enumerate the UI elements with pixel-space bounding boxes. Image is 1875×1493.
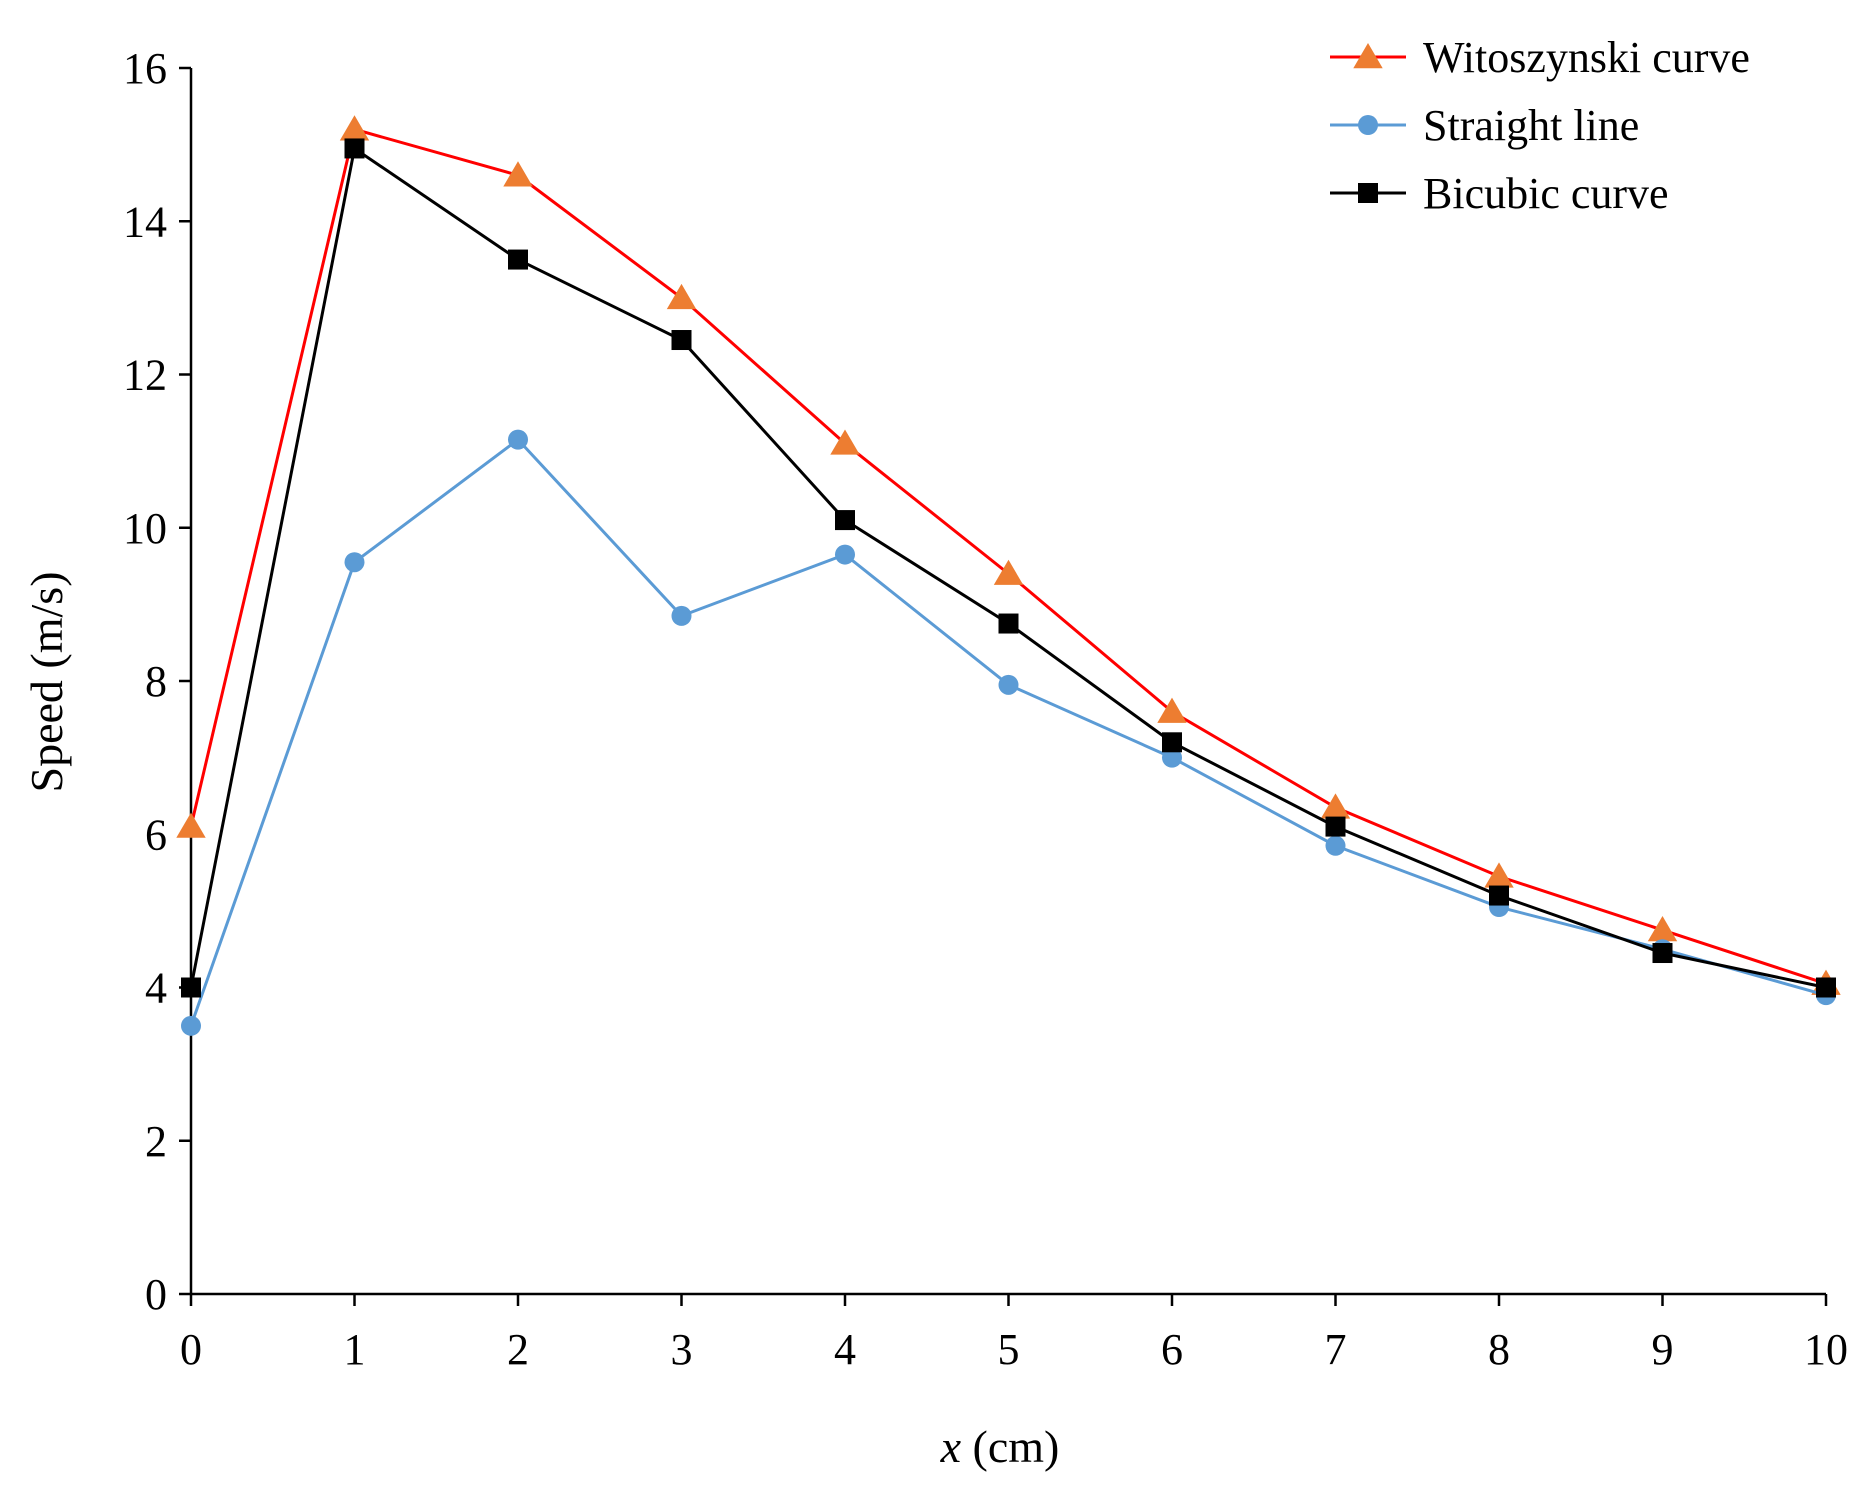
series-straight-line xyxy=(181,429,1836,1036)
x-tick-label: 3 xyxy=(671,1325,693,1374)
data-point-bicubic-curve xyxy=(1489,885,1509,906)
x-tick-label: 10 xyxy=(1804,1325,1848,1374)
legend-label-bicubic-curve: Bicubic curve xyxy=(1423,169,1669,218)
x-tick-label: 8 xyxy=(1488,1325,1510,1374)
x-tick-label: 9 xyxy=(1652,1325,1674,1374)
series-line-straight-line xyxy=(189,437,1827,1027)
x-tick-label: 4 xyxy=(834,1325,856,1374)
x-tick-label: 6 xyxy=(1161,1325,1183,1374)
x-tick-label: 7 xyxy=(1325,1325,1347,1374)
x-axis-title: x (cm) xyxy=(940,1421,1060,1472)
series-bicubic-curve xyxy=(181,138,1836,998)
data-point-witoszynski-curve xyxy=(993,559,1024,585)
data-point-straight-line xyxy=(181,1015,201,1036)
data-point-bicubic-curve xyxy=(1325,816,1346,837)
data-point-straight-line xyxy=(1162,747,1182,768)
y-tick-label: 6 xyxy=(145,810,167,859)
data-point-witoszynski-curve xyxy=(1320,793,1351,819)
data-point-witoszynski-curve xyxy=(666,283,697,310)
data-point-witoszynski-curve xyxy=(1157,697,1187,723)
data-point-straight-line xyxy=(835,544,855,565)
legend-item-witoszynski-curve: Witoszynski curve xyxy=(1330,33,1750,82)
data-point-bicubic-curve xyxy=(998,613,1019,634)
legend-label-witoszynski-curve: Witoszynski curve xyxy=(1423,33,1750,82)
y-tick-label: 0 xyxy=(145,1270,167,1319)
data-point-bicubic-curve xyxy=(671,330,692,351)
data-point-bicubic-curve xyxy=(344,138,365,159)
legend: Witoszynski curve Straight line Bicubic cu… xyxy=(1330,33,1750,218)
legend-item-straight-line: Straight line xyxy=(1330,101,1639,150)
y-tick-label: 14 xyxy=(123,197,167,246)
legend-marker-bicubic-curve xyxy=(1358,183,1378,203)
data-point-bicubic-curve xyxy=(1816,977,1836,998)
y-tick-label: 16 xyxy=(123,44,167,93)
series-layer xyxy=(176,115,1841,1036)
data-point-bicubic-curve xyxy=(1162,732,1182,753)
y-tick-label: 10 xyxy=(123,504,167,553)
y-tick-label: 2 xyxy=(145,1117,167,1166)
y-tick-label: 4 xyxy=(145,964,167,1013)
x-tick-label: 5 xyxy=(998,1325,1020,1374)
x-tick-label: 0 xyxy=(180,1325,202,1374)
data-point-witoszynski-curve xyxy=(339,115,370,141)
x-axis-title-var: x xyxy=(940,1421,962,1472)
data-point-straight-line xyxy=(508,429,528,450)
y-tick-label: 8 xyxy=(145,657,167,706)
data-point-witoszynski-curve xyxy=(176,812,206,838)
data-point-witoszynski-curve xyxy=(1484,862,1514,888)
legend-item-bicubic-curve: Bicubic curve xyxy=(1330,169,1669,218)
data-point-bicubic-curve xyxy=(508,249,528,270)
data-point-witoszynski-curve xyxy=(503,161,533,187)
y-axis-title: Speed (m/s) xyxy=(21,571,72,792)
x-tick-label: 2 xyxy=(507,1325,529,1374)
data-point-bicubic-curve xyxy=(181,977,201,998)
legend-marker-straight-line xyxy=(1358,115,1378,135)
legend-marker-witoszynski-curve xyxy=(1353,43,1383,69)
series-witoszynski-curve xyxy=(176,115,1841,995)
x-tick-label: 1 xyxy=(344,1325,366,1374)
data-point-witoszynski-curve xyxy=(1647,916,1678,942)
data-point-bicubic-curve xyxy=(1652,943,1673,964)
legend-label-straight-line: Straight line xyxy=(1423,101,1639,150)
data-point-bicubic-curve xyxy=(835,510,855,531)
series-line-witoszynski-curve xyxy=(189,127,1827,986)
data-point-witoszynski-curve xyxy=(830,429,860,455)
data-point-straight-line xyxy=(671,605,692,626)
data-point-straight-line xyxy=(344,552,365,573)
data-point-straight-line xyxy=(1325,835,1346,856)
x-axis-title-unit: (cm) xyxy=(961,1421,1059,1472)
data-point-straight-line xyxy=(998,674,1019,695)
y-tick-label: 12 xyxy=(123,351,167,400)
